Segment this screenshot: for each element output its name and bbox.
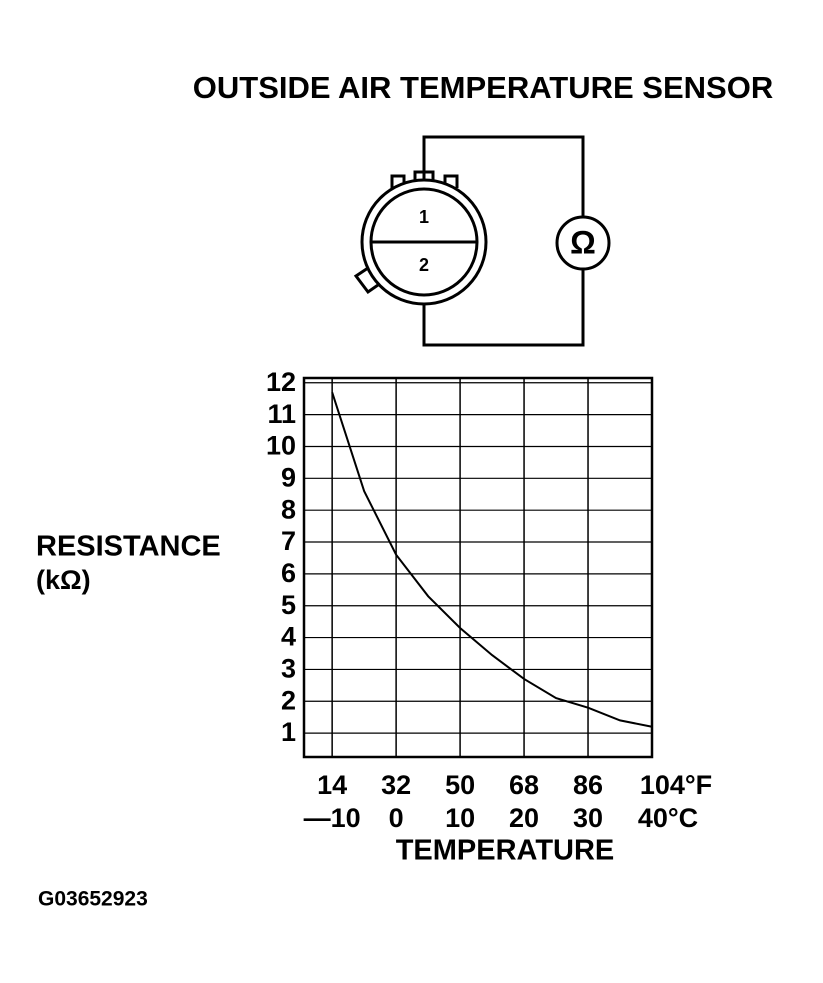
x-tick-label: 10 [445, 803, 475, 833]
y-tick-label: 5 [281, 590, 296, 620]
y-tick-label: 4 [281, 622, 296, 652]
y-tick-label: 9 [281, 462, 296, 492]
x-tick-label-fahrenheit: 86 [573, 770, 603, 800]
pin-label: 2 [419, 255, 429, 275]
x-tick-label: 20 [509, 803, 539, 833]
y-tick-label: 2 [281, 685, 296, 715]
y-tick-label: 7 [281, 526, 296, 556]
y-tick-label: 3 [281, 654, 296, 684]
line [331, 392, 653, 728]
y-tick-label: 10 [266, 431, 296, 461]
chart-title: OUTSIDE AIR TEMPERATURE SENSOR [193, 70, 773, 105]
y-axis-unit: (kΩ) [36, 565, 91, 595]
x-tick-label: 30 [573, 803, 603, 833]
y-tick-label: 11 [267, 399, 296, 429]
x-tick-label: —10 [304, 803, 361, 833]
x-tick-label-fahrenheit: 14 [317, 770, 347, 800]
plot-frame [302, 376, 654, 759]
y-tick-label: 12 [266, 367, 296, 397]
x-tick-label-fahrenheit: 32 [381, 770, 411, 800]
pin-label: 1 [419, 207, 429, 227]
y-tick-label: 6 [281, 558, 296, 588]
x-tick-label-fahrenheit: 68 [509, 770, 539, 800]
footnote: G03652923 [38, 888, 148, 911]
y-axis-label: RESISTANCE [36, 531, 221, 563]
x-tick-label-fahrenheit: 104°F [640, 770, 712, 800]
y-tick-label: 1 [281, 717, 296, 747]
sensor-diagram [353, 135, 611, 347]
x-axis-label: TEMPERATURE [396, 835, 615, 867]
x-tick-label: 40°C [638, 803, 698, 833]
y-tick-label: 8 [281, 494, 296, 524]
meter-symbol: Ω [570, 224, 596, 260]
x-tick-label: 0 [389, 803, 404, 833]
x-tick-label-fahrenheit: 50 [445, 770, 475, 800]
